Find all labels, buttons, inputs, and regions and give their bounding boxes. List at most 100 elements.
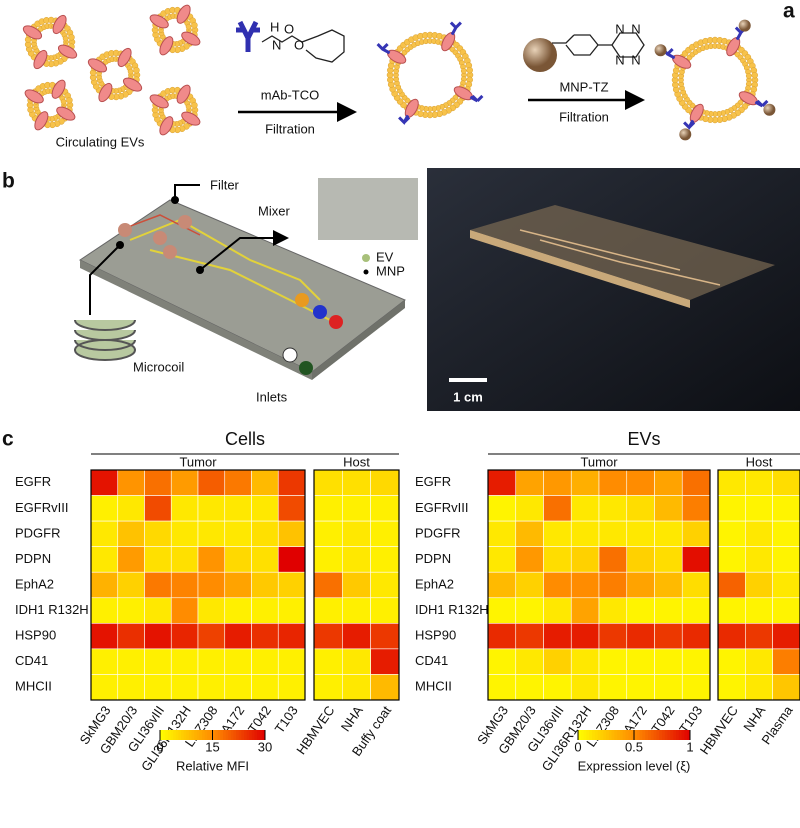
- colorbar-segment: [223, 730, 227, 740]
- lipid: [466, 66, 473, 74]
- lipid: [60, 98, 67, 105]
- heatmap-cell: [342, 571, 371, 599]
- heatmap-cell: [370, 597, 400, 624]
- legend-entry: MNP: [376, 263, 405, 278]
- heatmap-cell: [277, 546, 306, 573]
- colorbar-tick-label: 15: [205, 739, 219, 754]
- row-label: PDPN: [15, 551, 51, 566]
- heatmap-cell: [170, 674, 199, 701]
- protein: [181, 111, 201, 126]
- heatmap-cell: [90, 674, 119, 701]
- colorbar-segment: [244, 730, 248, 740]
- colorbar-segment: [257, 730, 261, 740]
- heatmap-cell: [745, 597, 773, 624]
- row-label: EphA2: [15, 576, 54, 591]
- heatmap-cell: [277, 623, 306, 650]
- heatmap-cell: [277, 520, 306, 547]
- heatmap-cell: [654, 571, 683, 599]
- heatmap-cell: [117, 674, 145, 701]
- panel-label: c: [2, 428, 14, 451]
- heatmap-cell: [117, 648, 145, 675]
- heatmap-cell: [681, 495, 711, 522]
- colorbar-segment: [597, 730, 601, 740]
- colorbar-segment: [212, 730, 216, 740]
- heatmap-cell: [313, 597, 343, 624]
- colorbar-segment: [662, 730, 666, 740]
- heatmap-cell: [717, 623, 746, 650]
- heatmap-cell: [117, 469, 145, 496]
- chart-title: Cells: [225, 429, 265, 449]
- tz-structure: N N N N: [523, 21, 645, 72]
- colorbar-segment: [251, 730, 255, 740]
- block-border: [487, 469, 711, 701]
- heatmap-cell: [543, 520, 572, 547]
- row-label: IDH1 R132H: [15, 602, 89, 617]
- colorbar-segment: [631, 730, 635, 740]
- heatmap-cell: [170, 495, 199, 522]
- colorbar-tick-label: 0.5: [625, 739, 643, 754]
- lipid: [751, 71, 758, 79]
- colorbar-segment: [611, 730, 615, 740]
- atom: N: [615, 21, 624, 36]
- heatmap-cell: [515, 597, 544, 624]
- heatmap-cell: [370, 623, 400, 650]
- row-label: MHCII: [415, 679, 452, 694]
- heatmap-cell: [197, 648, 226, 675]
- heatmap-cell: [370, 546, 400, 573]
- scale-bar-label: 1 cm: [453, 389, 483, 404]
- heatmap-cell: [598, 597, 628, 624]
- heatmap-cell: [144, 623, 172, 650]
- heatmap-cell: [197, 623, 226, 650]
- colorbar-segment: [191, 730, 195, 740]
- heatmaps: Cells EGFR EGFRvIII PDGFR PDPN EphA2 IDH1 R132…: [15, 429, 800, 774]
- heatmap-cell: [681, 571, 711, 599]
- colorbar-label: Relative MFI: [176, 758, 249, 773]
- colorbar-segment: [199, 730, 203, 740]
- heatmap-cell: [487, 495, 517, 522]
- colorbar-segment: [653, 730, 657, 740]
- colorbar-segment: [262, 730, 266, 740]
- colorbar-segment: [622, 730, 627, 740]
- heatmap-cell: [681, 674, 711, 701]
- heatmap-cell: [277, 495, 306, 522]
- heatmap-cell: [570, 469, 600, 496]
- block-border: [313, 469, 400, 701]
- column-label: NHA: [338, 703, 366, 734]
- colorbar-segment: [259, 730, 263, 740]
- heatmap-cell: [277, 571, 306, 599]
- colorbar-segment: [202, 730, 206, 740]
- heatmap-cell: [90, 648, 119, 675]
- row-label: MHCII: [15, 679, 52, 694]
- heatmap-cell: [772, 623, 800, 650]
- group-label: Tumor: [179, 454, 217, 469]
- protein: [57, 44, 78, 59]
- heatmap-cell: [543, 571, 572, 599]
- heatmap-cell: [654, 648, 683, 675]
- heatmap-cell: [598, 520, 628, 547]
- heatmap-cell: [570, 674, 600, 701]
- colorbar-segment: [664, 730, 669, 740]
- heatmap-cell: [598, 469, 628, 496]
- colorbar-segment: [175, 730, 179, 740]
- heatmap-cell: [626, 623, 655, 650]
- row-label: EGFRvIII: [415, 500, 468, 515]
- heatmap-cell: [144, 469, 172, 496]
- mnp: [654, 44, 667, 57]
- heatmap-cell: [745, 674, 773, 701]
- colorbar-segment: [687, 730, 691, 740]
- protein: [56, 106, 76, 121]
- heatmap-cell: [144, 520, 172, 547]
- colorbar-segment: [673, 730, 677, 740]
- group-label: Host: [343, 454, 370, 469]
- colorbar-label: Expression level (ξ): [578, 758, 691, 773]
- colorbar-segment: [188, 730, 192, 740]
- heatmap-cell: [144, 648, 172, 675]
- colorbar-segment: [209, 730, 213, 740]
- heatmap-cell: [342, 495, 371, 522]
- colorbar-segment: [238, 730, 242, 740]
- colorbar-segment: [217, 730, 221, 740]
- lipid: [66, 96, 73, 104]
- mnp: [679, 128, 692, 141]
- lipid: [191, 101, 198, 109]
- heatmap-cell: [570, 571, 600, 599]
